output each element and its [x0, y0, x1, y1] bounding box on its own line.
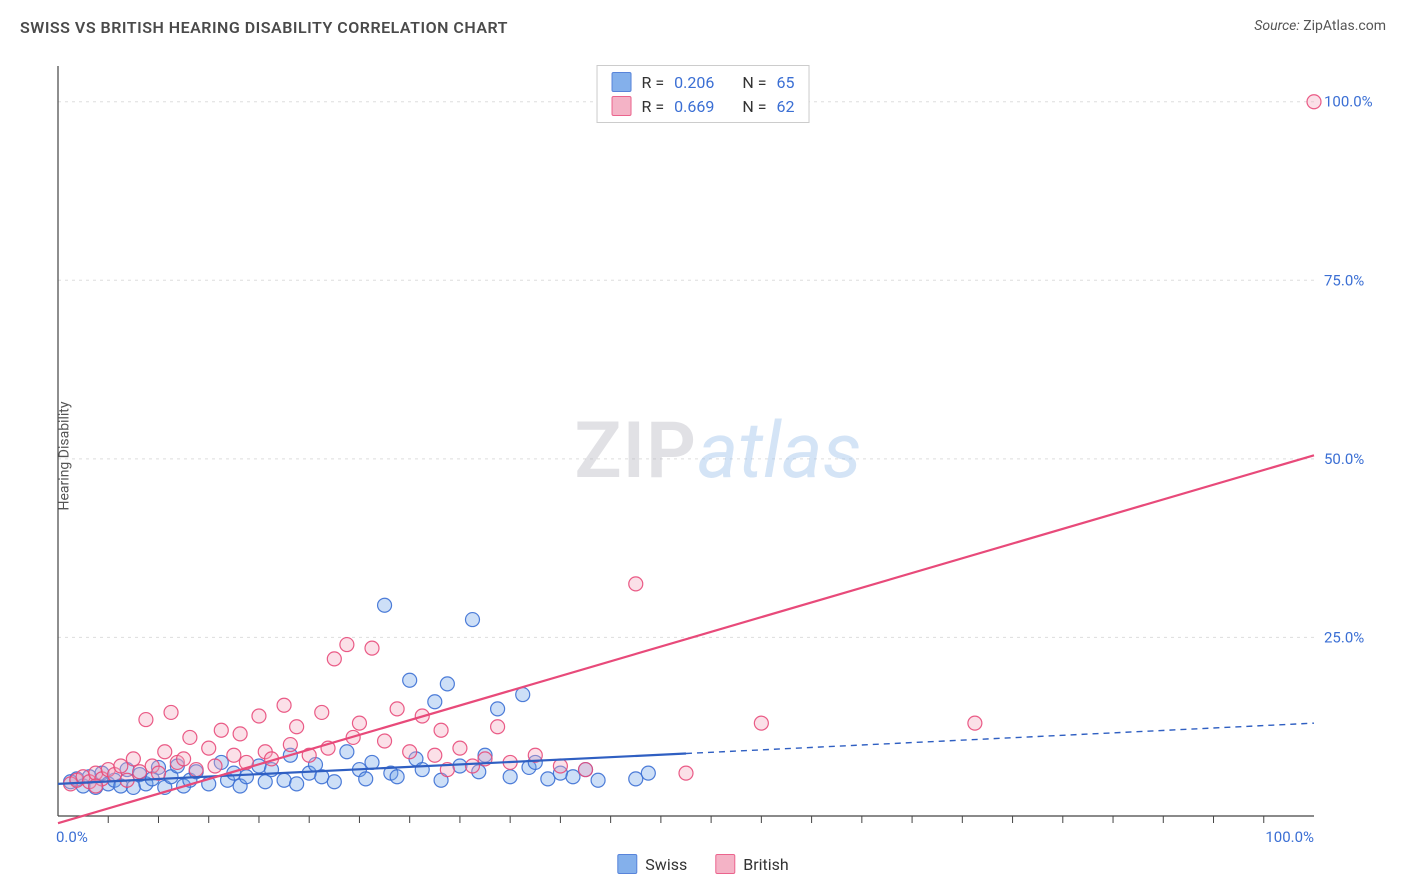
plot-area: Hearing Disability ZIPatlas 0.0%100.0%25… — [50, 60, 1386, 852]
svg-text:0.0%: 0.0% — [56, 828, 88, 846]
source-value: ZipAtlas.com — [1303, 18, 1386, 34]
stats-legend: R = 0.206 N = 65 R = 0.669 N = 62 — [597, 65, 810, 123]
swiss-legend-swatch-icon — [617, 854, 637, 874]
swiss-legend-label: Swiss — [645, 855, 687, 874]
scatter-chart: 0.0% 100.0% 25.0% 50.0% 75.0% 100.0% — [50, 60, 1386, 852]
svg-text:100.0%: 100.0% — [1265, 828, 1314, 846]
chart-header: SWISS VS BRITISH HEARING DISABILITY CORR… — [20, 18, 1386, 37]
svg-text:25.0%: 25.0% — [1324, 628, 1364, 646]
swiss-r-value: 0.206 — [674, 73, 714, 92]
british-legend-swatch-icon — [715, 854, 735, 874]
british-n-value: 62 — [776, 97, 794, 116]
chart-source: Source: ZipAtlas.com — [1254, 18, 1386, 34]
y-axis-label: Hearing Disability — [56, 402, 72, 511]
british-swatch-icon — [612, 96, 632, 116]
source-label: Source: — [1254, 18, 1299, 34]
r-label: R = — [642, 97, 665, 116]
svg-text:75.0%: 75.0% — [1324, 271, 1364, 289]
chart-title: SWISS VS BRITISH HEARING DISABILITY CORR… — [20, 18, 508, 37]
r-label: R = — [642, 73, 665, 92]
series-legend: Swiss British — [617, 854, 788, 874]
n-label: N = — [742, 97, 766, 116]
n-label: N = — [742, 73, 766, 92]
stats-row-british: R = 0.669 N = 62 — [598, 94, 809, 118]
british-legend-label: British — [743, 855, 788, 874]
svg-text:50.0%: 50.0% — [1324, 450, 1364, 468]
swiss-n-value: 65 — [776, 73, 794, 92]
swiss-swatch-icon — [612, 72, 632, 92]
legend-item-swiss: Swiss — [617, 854, 687, 874]
svg-text:100.0%: 100.0% — [1324, 93, 1373, 111]
stats-row-swiss: R = 0.206 N = 65 — [598, 70, 809, 94]
british-r-value: 0.669 — [674, 97, 714, 116]
legend-item-british: British — [715, 854, 788, 874]
